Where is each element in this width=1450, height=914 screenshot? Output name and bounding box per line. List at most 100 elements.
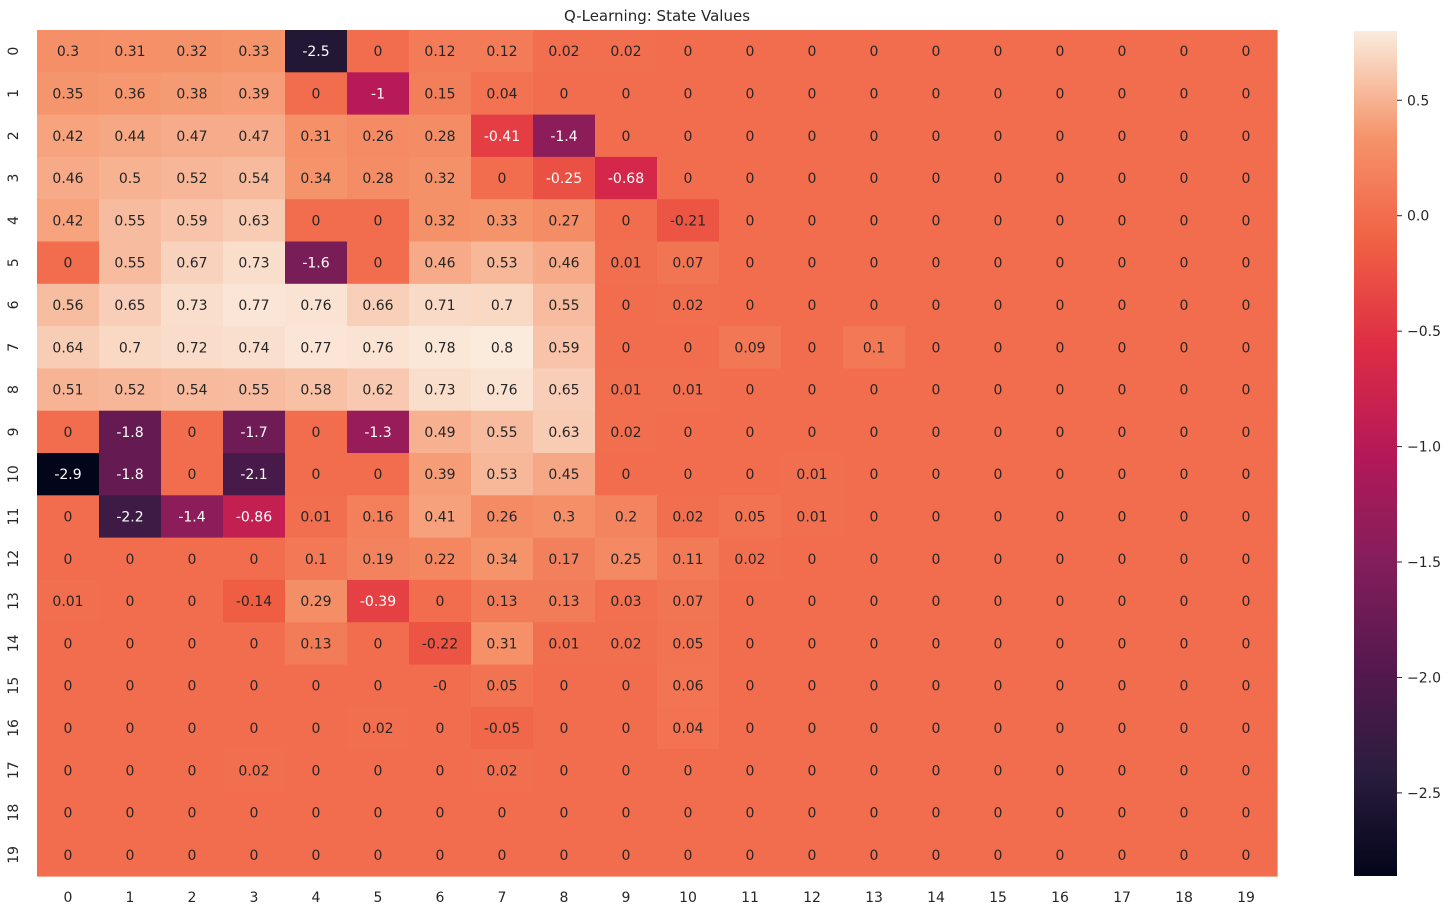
heatmap-cell — [595, 749, 658, 792]
heatmap-cell — [533, 833, 596, 877]
heatmap-cell — [347, 199, 410, 243]
cell-value-label: 0.47 — [176, 129, 207, 145]
heatmap-cell — [1029, 199, 1092, 243]
heatmap-cell — [719, 30, 782, 73]
heatmap-cell — [99, 72, 162, 116]
cell-value-label: 0 — [1242, 594, 1251, 610]
heatmap-cell — [843, 410, 906, 454]
cell-value-label: 0 — [932, 679, 941, 695]
cell-value-label: 0 — [374, 763, 383, 779]
heatmap-cell — [719, 537, 782, 581]
heatmap-cell — [285, 114, 348, 158]
cell-value-label: 0 — [622, 213, 631, 229]
colorbar-tick-label: −0.5 — [1407, 324, 1441, 340]
cell-value-label: 0 — [64, 552, 73, 568]
heatmap-cell — [1029, 579, 1092, 623]
cell-value-label: 0 — [1242, 636, 1251, 652]
heatmap-cell — [1091, 791, 1154, 835]
heatmap-cell — [905, 537, 968, 581]
cell-value-label: 0 — [436, 721, 445, 737]
heatmap-cell — [595, 241, 658, 285]
cell-value-label: 0 — [808, 213, 817, 229]
heatmap-cell — [1091, 199, 1154, 243]
cell-value-label: 0 — [1242, 552, 1251, 568]
cell-value-label: 0.32 — [424, 171, 455, 187]
cell-value-label: 0 — [932, 383, 941, 399]
cell-value-label: 0 — [1118, 383, 1127, 399]
heatmap-cell — [161, 495, 224, 539]
cell-value-label: 0 — [870, 552, 879, 568]
heatmap-cell — [409, 199, 472, 243]
heatmap-cell — [1091, 579, 1154, 623]
heatmap-cell — [1091, 833, 1154, 877]
cell-value-label: 0.39 — [238, 86, 269, 102]
heatmap-cell — [533, 579, 596, 623]
cell-value-label: 0.7 — [119, 340, 141, 356]
heatmap-cell — [1091, 495, 1154, 539]
cell-value-label: 0 — [808, 171, 817, 187]
x-tick-label: 15 — [989, 890, 1007, 906]
cell-value-label: 0 — [870, 256, 879, 272]
heatmap-cell — [967, 241, 1030, 285]
heatmap-cell — [1215, 283, 1278, 327]
heatmap-cell — [471, 749, 534, 792]
heatmap-cell — [781, 199, 844, 243]
cell-value-label: 0.03 — [610, 594, 641, 610]
heatmap-cell — [99, 622, 162, 666]
cell-value-label: 0.13 — [548, 594, 579, 610]
heatmap-cell — [1153, 72, 1216, 116]
heatmap-cell — [409, 30, 472, 73]
cell-value-label: 0 — [1242, 86, 1251, 102]
cell-value-label: 0 — [746, 425, 755, 441]
heatmap-cell — [1091, 664, 1154, 708]
heatmap-cell — [781, 114, 844, 158]
heatmap-cell — [781, 622, 844, 666]
heatmap-cell — [905, 579, 968, 623]
heatmap-cell — [223, 114, 286, 158]
cell-value-label: 0 — [994, 806, 1003, 822]
cell-value-label: 0 — [64, 763, 73, 779]
heatmap-cell — [533, 114, 596, 158]
heatmap-cell — [409, 833, 472, 877]
heatmap-cell — [161, 537, 224, 581]
cell-value-label: 0 — [684, 806, 693, 822]
cell-value-label: 0.04 — [672, 721, 703, 737]
heatmap-cell — [347, 537, 410, 581]
cell-value-label: 0 — [622, 848, 631, 864]
cell-value-label: 0 — [250, 721, 259, 737]
cell-value-label: 0 — [1180, 721, 1189, 737]
heatmap-cell — [471, 326, 534, 369]
heatmap-cell — [347, 72, 410, 116]
cell-value-label: 0 — [1056, 171, 1065, 187]
cell-value-label: 0 — [1056, 340, 1065, 356]
heatmap-cell — [905, 30, 968, 73]
heatmap-cell — [1029, 283, 1092, 327]
cell-value-label: 0 — [684, 86, 693, 102]
heatmap-cell — [1091, 622, 1154, 666]
heatmap-cell — [37, 537, 100, 581]
colorbar-tick-label: −2.0 — [1407, 670, 1441, 686]
heatmap-cell — [223, 706, 286, 750]
heatmap-cell — [223, 241, 286, 285]
cell-value-label: 0 — [932, 552, 941, 568]
cell-value-label: -0.39 — [360, 594, 396, 610]
cell-value-label: 0 — [560, 763, 569, 779]
cell-value-label: 0 — [746, 848, 755, 864]
heatmap-cell — [285, 706, 348, 750]
cell-value-label: 0 — [1056, 86, 1065, 102]
cell-value-label: 0 — [684, 340, 693, 356]
heatmap-cell — [905, 664, 968, 708]
heatmap-cells: 0.3 0.31 0.32 0.33 -2.5 0 0.12 0.12 0.02 0.02 0 0 0 0… — [37, 30, 1278, 877]
x-tick-label: 13 — [865, 890, 883, 906]
heatmap-cell — [595, 199, 658, 243]
cell-value-label: 0 — [1056, 806, 1065, 822]
heatmap-cell — [781, 453, 844, 496]
cell-value-label: 0 — [746, 806, 755, 822]
heatmap-cell — [967, 368, 1030, 412]
cell-value-label: 0 — [808, 340, 817, 356]
heatmap-cell — [719, 453, 782, 496]
heatmap-cell — [1215, 495, 1278, 539]
heatmap-cell — [285, 495, 348, 539]
y-tick-label: 6 — [6, 300, 22, 309]
